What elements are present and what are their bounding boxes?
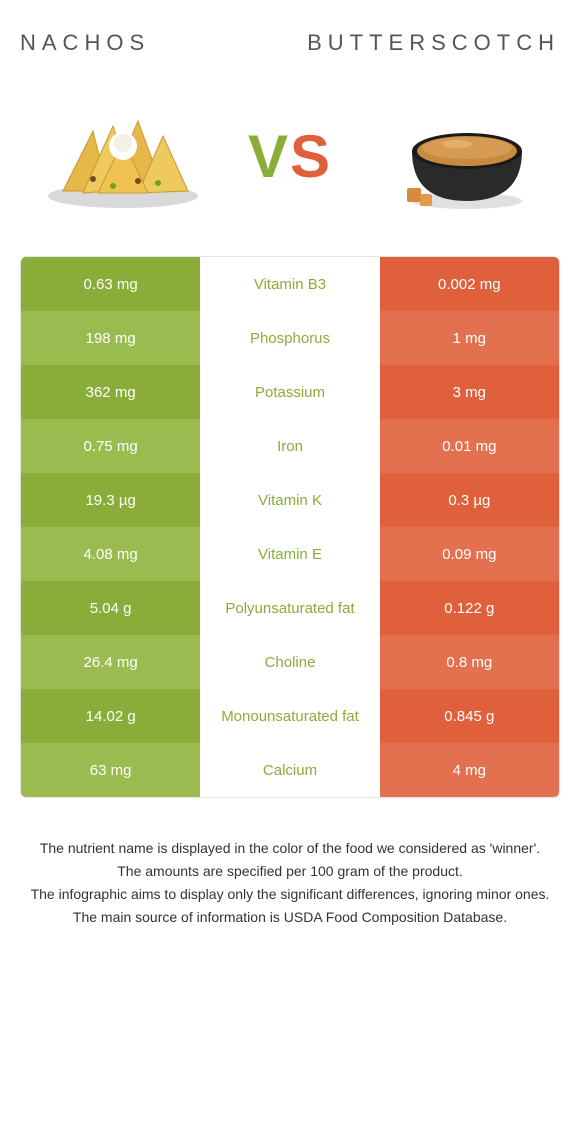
- vs-s: S: [290, 123, 332, 190]
- cell-nachos-value: 5.04 g: [21, 581, 200, 635]
- footer-line-1: The nutrient name is displayed in the co…: [30, 838, 550, 859]
- butterscotch-icon: [382, 96, 532, 216]
- table-row: 0.63 mgVitamin B30.002 mg: [21, 257, 559, 311]
- cell-nutrient-name: Vitamin K: [200, 473, 379, 527]
- cell-nachos-value: 63 mg: [21, 743, 200, 797]
- cell-butterscotch-value: 0.3 µg: [380, 473, 559, 527]
- cell-butterscotch-value: 3 mg: [380, 365, 559, 419]
- cell-nutrient-name: Phosphorus: [200, 311, 379, 365]
- cell-nutrient-name: Vitamin B3: [200, 257, 379, 311]
- nutrient-table: 0.63 mgVitamin B30.002 mg198 mgPhosphoru…: [20, 256, 560, 798]
- cell-nachos-value: 14.02 g: [21, 689, 200, 743]
- cell-butterscotch-value: 0.122 g: [380, 581, 559, 635]
- cell-nutrient-name: Monounsaturated fat: [200, 689, 379, 743]
- table-row: 14.02 gMonounsaturated fat0.845 g: [21, 689, 559, 743]
- table-row: 4.08 mgVitamin E0.09 mg: [21, 527, 559, 581]
- cell-nutrient-name: Potassium: [200, 365, 379, 419]
- table-row: 19.3 µgVitamin K0.3 µg: [21, 473, 559, 527]
- header: NACHOS BUTTERSCOTCH: [0, 0, 580, 66]
- table-row: 0.75 mgIron0.01 mg: [21, 419, 559, 473]
- footer-line-4: The main source of information is USDA F…: [30, 907, 550, 928]
- cell-nachos-value: 0.75 mg: [21, 419, 200, 473]
- table-row: 362 mgPotassium3 mg: [21, 365, 559, 419]
- cell-butterscotch-value: 0.845 g: [380, 689, 559, 743]
- title-nachos: NACHOS: [20, 30, 150, 56]
- vs-label: VS: [248, 122, 332, 191]
- nachos-image: [43, 96, 203, 216]
- table-row: 63 mgCalcium4 mg: [21, 743, 559, 797]
- footer-line-3: The infographic aims to display only the…: [30, 884, 550, 905]
- footer: The nutrient name is displayed in the co…: [0, 798, 580, 970]
- cell-butterscotch-value: 4 mg: [380, 743, 559, 797]
- images-row: VS: [0, 66, 580, 256]
- cell-nutrient-name: Choline: [200, 635, 379, 689]
- vs-v: V: [248, 123, 290, 190]
- cell-butterscotch-value: 1 mg: [380, 311, 559, 365]
- butterscotch-image: [377, 96, 537, 216]
- cell-butterscotch-value: 0.002 mg: [380, 257, 559, 311]
- cell-nutrient-name: Vitamin E: [200, 527, 379, 581]
- cell-nachos-value: 0.63 mg: [21, 257, 200, 311]
- cell-nutrient-name: Iron: [200, 419, 379, 473]
- cell-nachos-value: 19.3 µg: [21, 473, 200, 527]
- cell-nachos-value: 362 mg: [21, 365, 200, 419]
- cell-butterscotch-value: 0.01 mg: [380, 419, 559, 473]
- cell-nachos-value: 4.08 mg: [21, 527, 200, 581]
- cell-nachos-value: 26.4 mg: [21, 635, 200, 689]
- table-row: 198 mgPhosphorus1 mg: [21, 311, 559, 365]
- cell-butterscotch-value: 0.09 mg: [380, 527, 559, 581]
- footer-line-2: The amounts are specified per 100 gram o…: [30, 861, 550, 882]
- table-row: 26.4 mgCholine0.8 mg: [21, 635, 559, 689]
- table-row: 5.04 gPolyunsaturated fat0.122 g: [21, 581, 559, 635]
- cell-nutrient-name: Calcium: [200, 743, 379, 797]
- title-butterscotch: BUTTERSCOTCH: [307, 30, 560, 56]
- nachos-icon: [43, 101, 203, 211]
- cell-nutrient-name: Polyunsaturated fat: [200, 581, 379, 635]
- cell-nachos-value: 198 mg: [21, 311, 200, 365]
- cell-butterscotch-value: 0.8 mg: [380, 635, 559, 689]
